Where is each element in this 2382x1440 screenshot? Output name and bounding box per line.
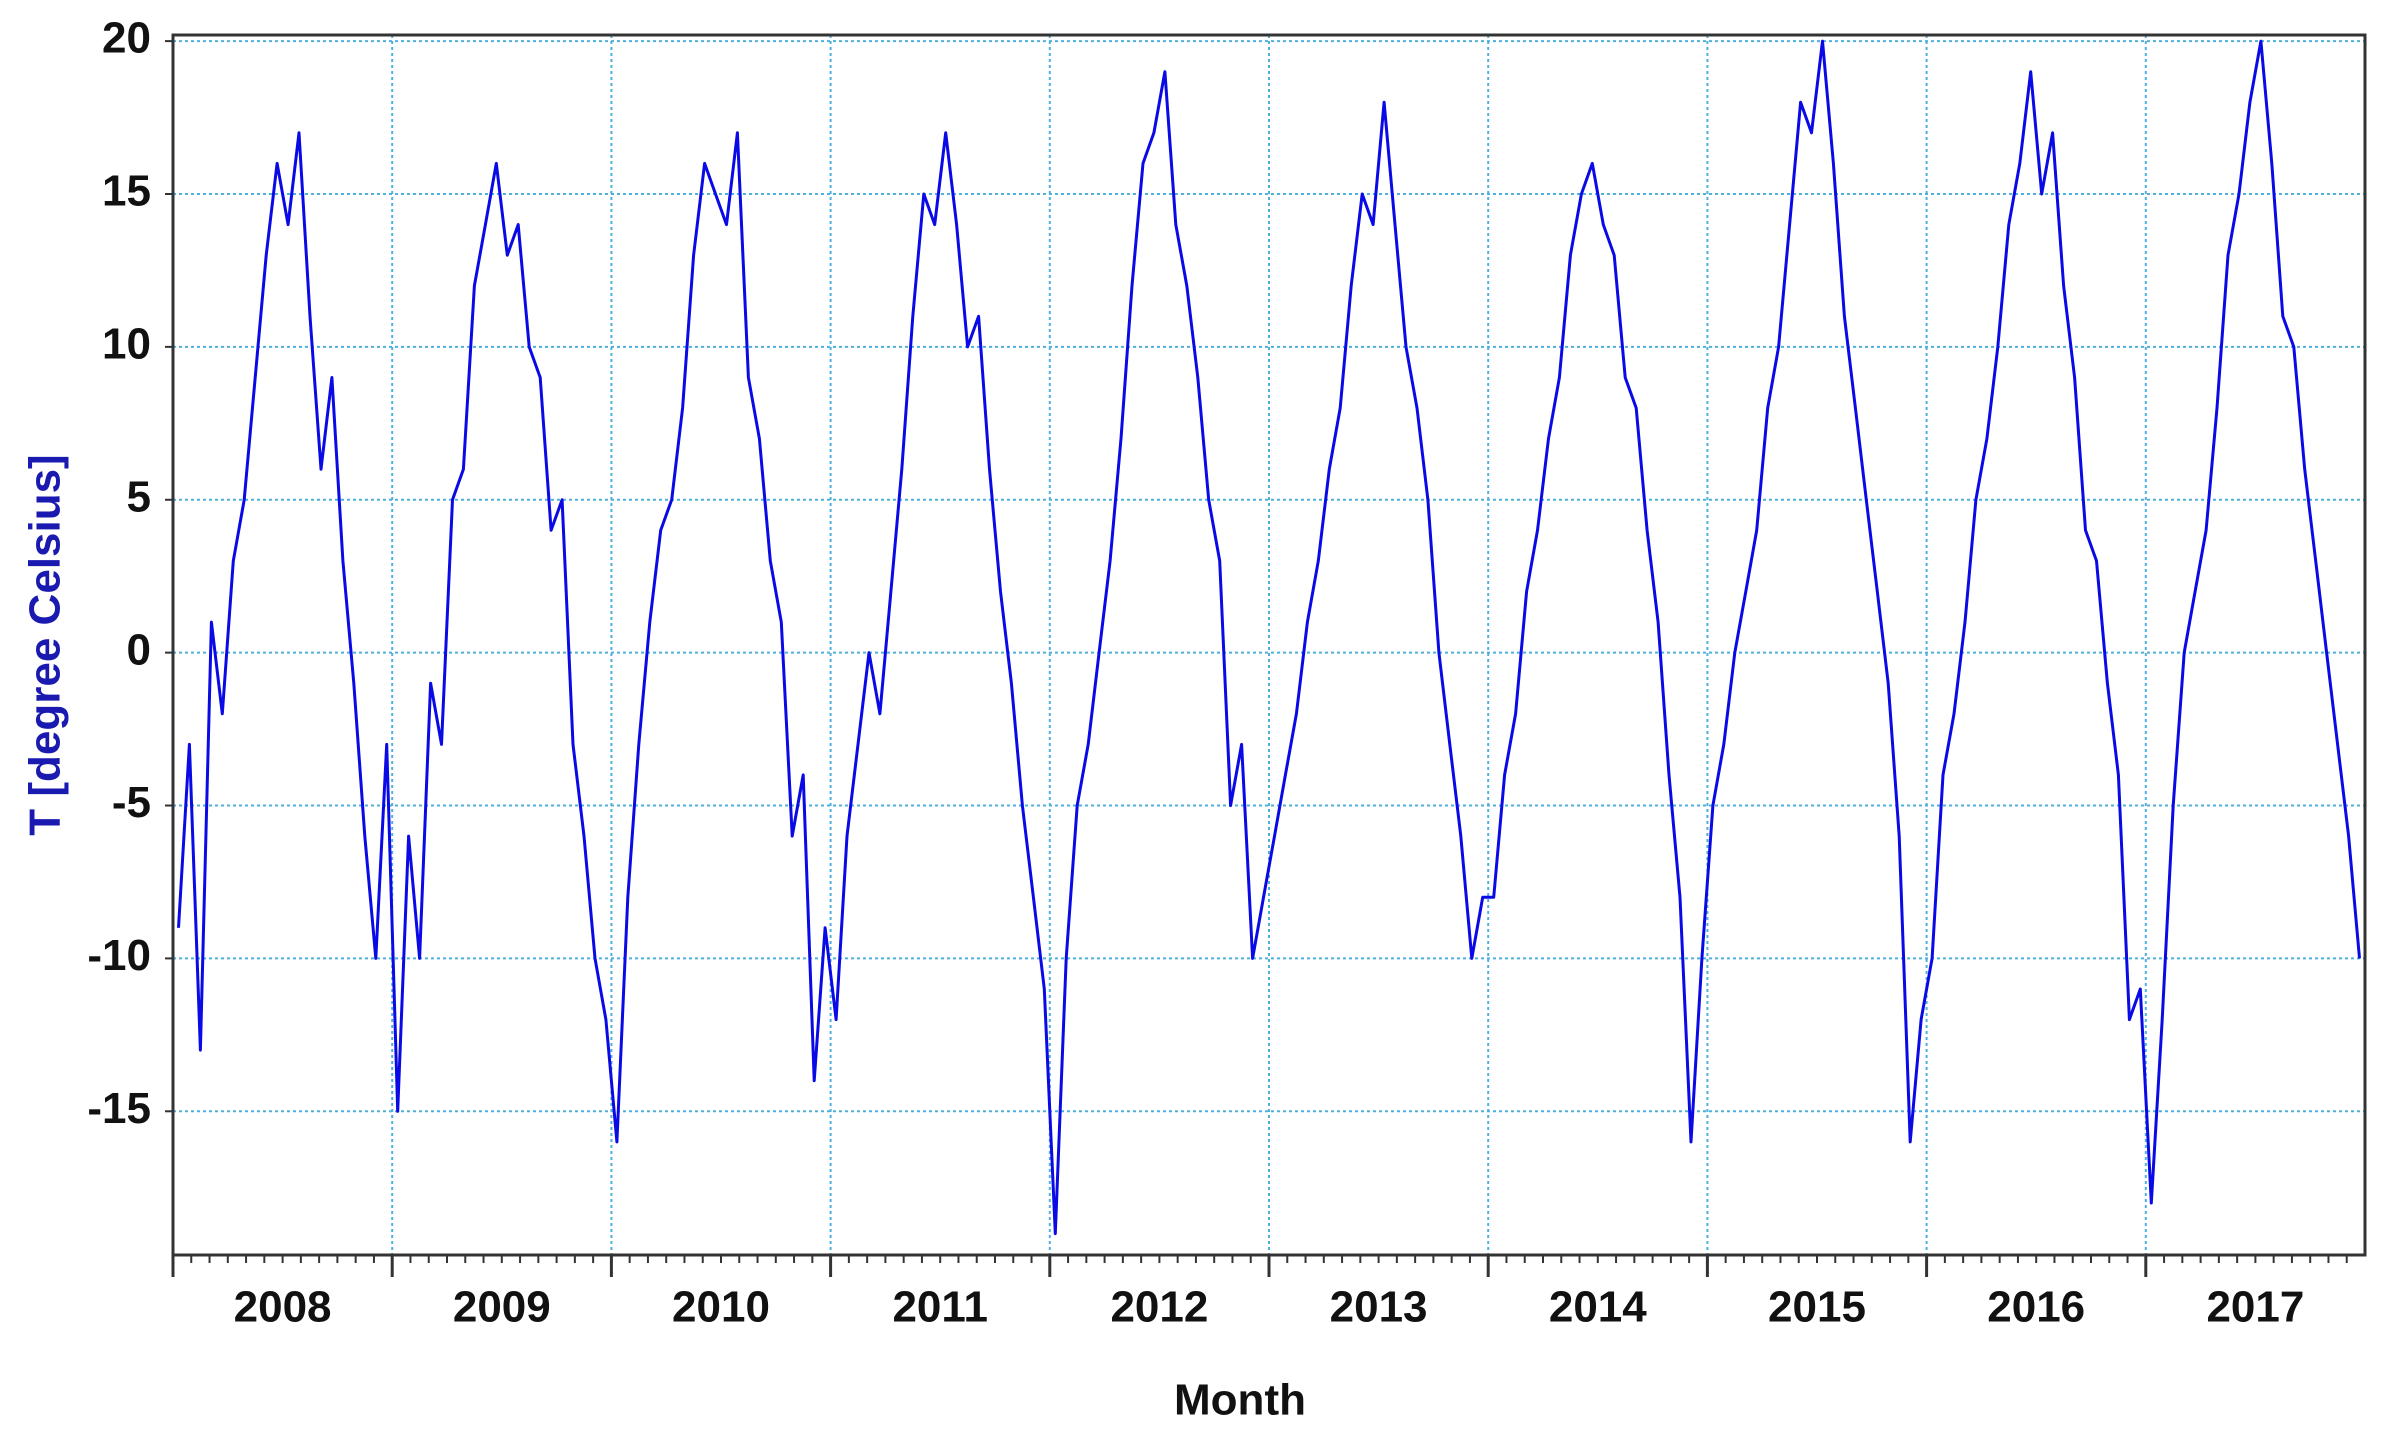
y-tick-label: 20 <box>102 14 151 63</box>
y-tick-label: 10 <box>102 320 151 369</box>
x-axis-label: Month <box>1174 1376 1306 1425</box>
x-tick-label: 2012 <box>1110 1283 1208 1332</box>
x-tick-label: 2010 <box>672 1283 770 1332</box>
data-line <box>177 39 2361 1236</box>
y-tick-label: -10 <box>87 931 151 980</box>
y-tick-label: 15 <box>102 167 151 216</box>
x-tick-label: 2014 <box>1549 1283 1647 1332</box>
x-tick-label: 2015 <box>1768 1283 1866 1332</box>
x-tick-label: 2017 <box>2206 1283 2304 1332</box>
y-tick-label: -15 <box>87 1084 151 1133</box>
y-axis-label: T [degree Celsius] <box>21 454 70 835</box>
y-tick-label: -5 <box>112 778 151 827</box>
x-tick-label: 2009 <box>453 1283 551 1332</box>
x-tick-label: 2011 <box>892 1283 987 1332</box>
plot-frame <box>171 33 2367 1257</box>
y-tick-label: 5 <box>127 472 151 521</box>
y-tick-label: 0 <box>127 625 151 674</box>
x-tick-label: 2008 <box>234 1283 332 1332</box>
x-tick-label: 2016 <box>1987 1283 2085 1332</box>
x-tick-label: 2013 <box>1330 1283 1428 1332</box>
